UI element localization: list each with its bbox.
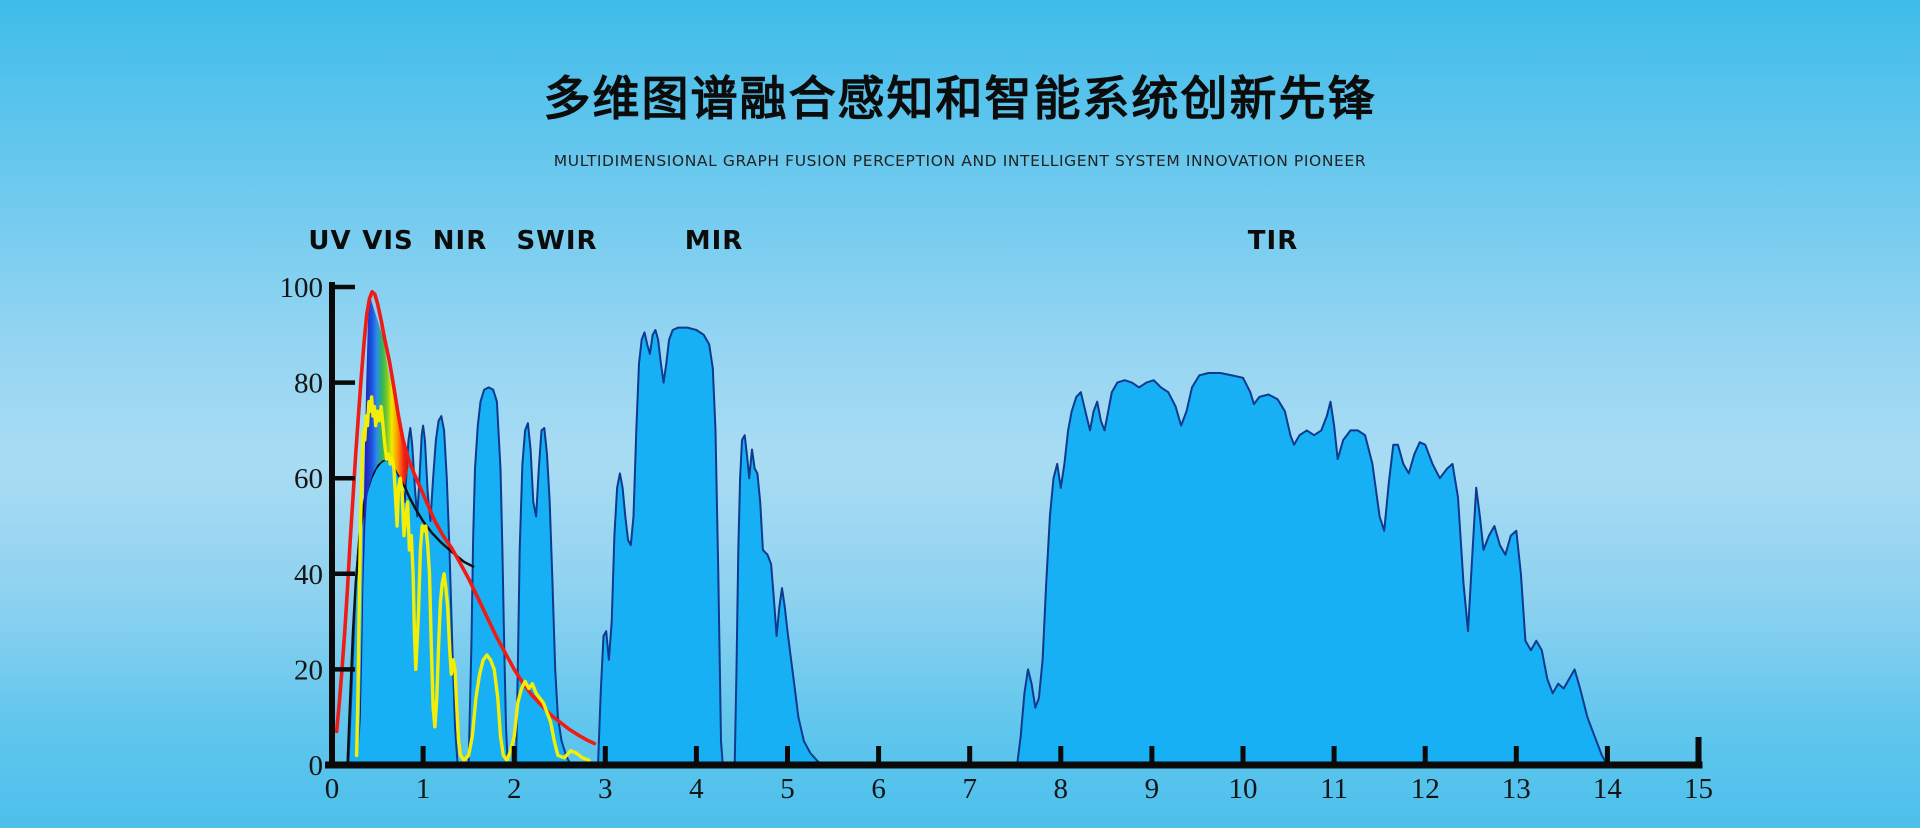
- band-label-nir: NIR: [433, 226, 487, 256]
- x-axis-tick-label: 14: [1593, 773, 1623, 805]
- band-label-mir: MIR: [685, 226, 744, 256]
- band-label-vis: VIS: [362, 226, 414, 256]
- band-label-swir: SWIR: [516, 226, 597, 256]
- x-axis-tick-label: 7: [962, 773, 977, 805]
- band-label-uv: UV: [308, 226, 351, 256]
- x-axis-tick-label: 1: [416, 773, 431, 805]
- x-axis-tick-label: 8: [1054, 773, 1069, 805]
- y-axis-tick-label: 80: [294, 368, 323, 400]
- x-axis-tick-label: 11: [1320, 773, 1348, 805]
- band-label-tir: TIR: [1248, 226, 1298, 256]
- x-axis-tick-label: 5: [780, 773, 795, 805]
- x-axis-tick-label: 4: [689, 773, 704, 805]
- ground-solar-curve: [354, 395, 591, 762]
- x-axis-tick-label: 15: [1684, 773, 1713, 805]
- page-title: 多维图谱融合感知和智能系统创新先锋: [543, 72, 1377, 127]
- x-axis-tick-label: 10: [1229, 773, 1258, 805]
- atmospheric-windows-area: [347, 326, 1609, 766]
- page-subtitle: MULTIDIMENSIONAL GRAPH FUSION PERCEPTION…: [553, 152, 1367, 170]
- x-axis-tick-label: 6: [871, 773, 886, 805]
- x-axis-tick-label: 2: [507, 773, 522, 805]
- x-axis-tick-label: 9: [1145, 773, 1160, 805]
- y-axis-tick-label: 60: [294, 463, 323, 495]
- x-axis-tick-label: 3: [598, 773, 613, 805]
- y-axis-tick-label: 20: [294, 654, 323, 686]
- blackbody-curve: [334, 290, 597, 746]
- y-axis-tick-label: 40: [294, 559, 323, 591]
- x-axis-tick-label: 13: [1502, 773, 1531, 805]
- y-axis-tick-label: 100: [280, 272, 324, 304]
- y-axis-tick-label: 0: [309, 750, 324, 782]
- x-axis-tick-label: 12: [1411, 773, 1440, 805]
- x-axis-tick-label: 0: [325, 773, 340, 805]
